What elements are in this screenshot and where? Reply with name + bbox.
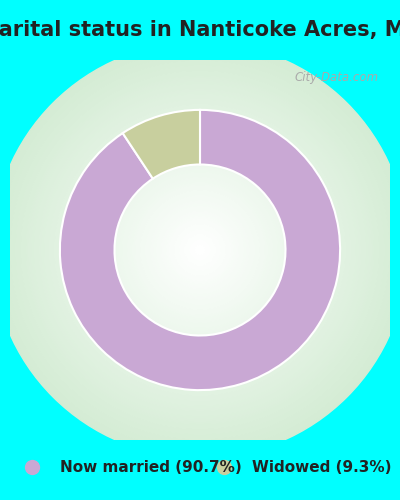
Circle shape xyxy=(86,136,314,364)
Circle shape xyxy=(190,240,210,260)
Circle shape xyxy=(0,45,400,455)
Circle shape xyxy=(47,96,353,404)
Wedge shape xyxy=(60,110,340,390)
Circle shape xyxy=(112,162,288,338)
Circle shape xyxy=(156,206,244,294)
Circle shape xyxy=(177,226,223,274)
Circle shape xyxy=(68,118,332,382)
Circle shape xyxy=(23,74,377,426)
Circle shape xyxy=(26,76,374,424)
Circle shape xyxy=(31,81,369,419)
Circle shape xyxy=(169,219,231,281)
Circle shape xyxy=(96,146,304,354)
Circle shape xyxy=(158,208,242,292)
Circle shape xyxy=(109,159,291,341)
Circle shape xyxy=(52,102,348,398)
Circle shape xyxy=(192,242,208,258)
Circle shape xyxy=(166,216,234,284)
Circle shape xyxy=(91,141,309,359)
Circle shape xyxy=(164,214,236,286)
Circle shape xyxy=(2,52,398,448)
Circle shape xyxy=(42,92,358,408)
Circle shape xyxy=(184,234,216,266)
Circle shape xyxy=(151,200,249,300)
Circle shape xyxy=(99,148,301,352)
Circle shape xyxy=(83,133,317,367)
Circle shape xyxy=(54,104,346,396)
Circle shape xyxy=(0,42,400,458)
Circle shape xyxy=(195,245,205,255)
Circle shape xyxy=(179,229,221,271)
Circle shape xyxy=(140,190,260,310)
Circle shape xyxy=(21,71,379,429)
Circle shape xyxy=(16,66,384,434)
Circle shape xyxy=(62,112,338,388)
Circle shape xyxy=(70,120,330,380)
Circle shape xyxy=(18,68,382,432)
Circle shape xyxy=(73,122,327,378)
Circle shape xyxy=(182,232,218,268)
Circle shape xyxy=(78,128,322,372)
Circle shape xyxy=(122,172,278,328)
Text: Marital status in Nanticoke Acres, MD: Marital status in Nanticoke Acres, MD xyxy=(0,20,400,40)
Circle shape xyxy=(174,224,226,276)
Circle shape xyxy=(104,154,296,346)
Circle shape xyxy=(101,152,299,348)
Circle shape xyxy=(0,48,400,452)
Circle shape xyxy=(60,110,340,390)
Circle shape xyxy=(143,193,257,307)
Circle shape xyxy=(75,126,325,374)
Circle shape xyxy=(13,63,387,437)
Circle shape xyxy=(125,174,275,326)
Circle shape xyxy=(130,180,270,320)
Circle shape xyxy=(148,198,252,302)
Circle shape xyxy=(88,138,312,362)
Text: Widowed (9.3%): Widowed (9.3%) xyxy=(252,460,392,474)
Circle shape xyxy=(28,78,372,422)
Circle shape xyxy=(161,211,239,289)
Circle shape xyxy=(8,58,392,442)
Circle shape xyxy=(0,50,400,450)
Circle shape xyxy=(39,89,361,411)
Circle shape xyxy=(114,164,286,336)
Circle shape xyxy=(44,94,356,406)
Circle shape xyxy=(65,115,335,385)
Circle shape xyxy=(106,156,294,344)
Circle shape xyxy=(138,188,262,312)
Text: City-Data.com: City-Data.com xyxy=(294,72,378,85)
Circle shape xyxy=(135,185,265,315)
Circle shape xyxy=(10,60,390,440)
Circle shape xyxy=(187,237,213,263)
Circle shape xyxy=(80,130,320,370)
Circle shape xyxy=(153,203,247,297)
Circle shape xyxy=(132,182,268,318)
Text: Now married (90.7%): Now married (90.7%) xyxy=(60,460,242,474)
Circle shape xyxy=(127,178,273,322)
Circle shape xyxy=(57,107,343,393)
Circle shape xyxy=(49,100,351,401)
Circle shape xyxy=(120,170,280,330)
Circle shape xyxy=(146,196,254,304)
Circle shape xyxy=(198,248,202,252)
Circle shape xyxy=(34,84,366,416)
Wedge shape xyxy=(123,110,200,178)
Circle shape xyxy=(36,86,364,413)
Circle shape xyxy=(94,144,306,356)
Circle shape xyxy=(5,55,395,445)
Circle shape xyxy=(117,167,283,333)
Circle shape xyxy=(172,222,228,278)
